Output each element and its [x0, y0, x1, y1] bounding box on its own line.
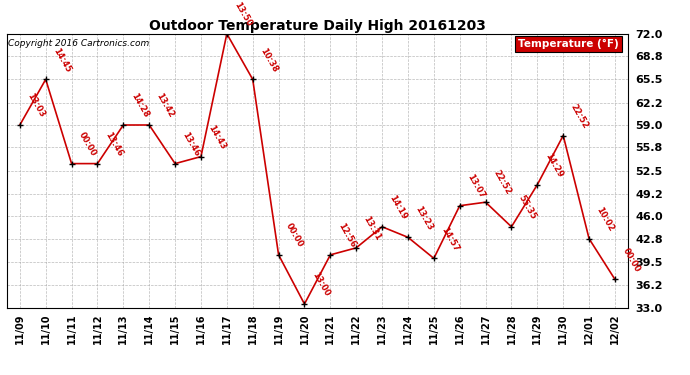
Text: 13:00: 13:00	[310, 271, 331, 298]
Text: 14:57: 14:57	[440, 225, 460, 253]
Title: Outdoor Temperature Daily High 20161203: Outdoor Temperature Daily High 20161203	[149, 19, 486, 33]
Text: Temperature (°F): Temperature (°F)	[518, 39, 618, 49]
Text: 14:29: 14:29	[543, 152, 564, 179]
Text: 22:52: 22:52	[569, 102, 590, 130]
Text: 14:43: 14:43	[206, 123, 228, 151]
Text: 14:19: 14:19	[388, 194, 408, 221]
Text: 13:42: 13:42	[155, 92, 176, 120]
Text: 13:50: 13:50	[233, 1, 253, 28]
Text: 12:56: 12:56	[336, 222, 357, 249]
Text: 10:02: 10:02	[595, 206, 615, 233]
Text: 14:45: 14:45	[51, 46, 72, 74]
Text: 00:00: 00:00	[620, 246, 642, 274]
Text: 13:46: 13:46	[103, 130, 124, 158]
Text: 14:28: 14:28	[129, 92, 150, 120]
Text: 13:07: 13:07	[465, 173, 486, 200]
Text: 55:35: 55:35	[517, 194, 538, 221]
Text: 00:00: 00:00	[77, 131, 98, 158]
Text: 13:23: 13:23	[413, 204, 435, 232]
Text: 22:52: 22:52	[491, 169, 513, 196]
Text: 10:38: 10:38	[258, 46, 279, 74]
Text: 13:31: 13:31	[362, 215, 383, 242]
Text: Copyright 2016 Cartronics.com: Copyright 2016 Cartronics.com	[8, 39, 149, 48]
Text: 00:00: 00:00	[284, 222, 305, 249]
Text: 13:46: 13:46	[181, 130, 201, 158]
Text: 13:03: 13:03	[26, 92, 46, 120]
